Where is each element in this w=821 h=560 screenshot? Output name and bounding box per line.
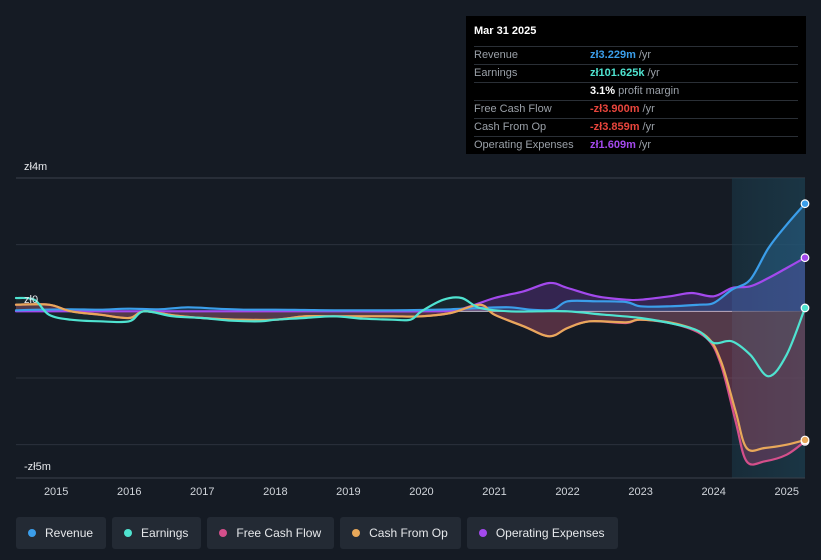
end-marker-operating-expenses xyxy=(800,253,810,263)
tooltip-row: Free Cash Flow -zł3.900m/yr xyxy=(474,101,798,119)
tooltip-row-label: Revenue xyxy=(474,49,519,61)
legend-item-revenue[interactable]: Revenue xyxy=(16,517,107,549)
highlight-band xyxy=(731,178,805,478)
legend-item-free-cash-flow[interactable]: Free Cash Flow xyxy=(207,517,335,549)
end-marker-earnings xyxy=(800,303,810,313)
area-earnings xyxy=(16,297,805,377)
legend-dot-icon xyxy=(28,529,36,537)
tooltip-panel: Mar 31 2025 Revenue zł3.229m/yr Earnings zł… xyxy=(466,16,806,154)
legend-dot-icon xyxy=(124,529,133,537)
tooltip-row: Cash From Op -zł3.859m/yr xyxy=(474,119,798,137)
area-free-cash-flow xyxy=(16,304,805,465)
tooltip-row-value: 3.1% xyxy=(590,85,616,97)
legend-label: Operating Expenses xyxy=(495,526,605,540)
end-marker-revenue xyxy=(800,199,810,209)
tooltip-row-label: Operating Expenses xyxy=(474,139,574,151)
tooltip-row: 3.1% profit margin xyxy=(474,83,798,101)
chart-plot: zł4m zł0 -zł5m 2015 2016 2017 2018 2019 2020 2… xyxy=(14,161,810,498)
x-tick-2023: 2023 xyxy=(628,486,652,498)
tooltip-row-unit: /yr xyxy=(638,49,652,61)
tooltip-row-unit: /yr xyxy=(638,139,652,151)
tooltip-row-unit: /yr xyxy=(642,121,655,133)
x-tick-2020: 2020 xyxy=(409,486,433,498)
tooltip-row-unit: /yr xyxy=(642,103,655,115)
legend-item-operating-expenses[interactable]: Operating Expenses xyxy=(466,517,618,549)
legend-label: Cash From Op xyxy=(369,526,448,540)
x-tick-2015: 2015 xyxy=(44,486,68,498)
legend-dot-icon xyxy=(478,529,487,537)
x-tick-2017: 2017 xyxy=(190,486,214,498)
area-cash-from-op xyxy=(16,304,805,451)
legend-dot-icon xyxy=(219,529,228,537)
legend-label: Earnings xyxy=(141,526,189,540)
end-marker-cash-from-op xyxy=(800,435,810,445)
line-earnings xyxy=(14,296,807,378)
x-tick-2018: 2018 xyxy=(263,486,287,498)
legend-item-earnings[interactable]: Earnings xyxy=(112,517,202,549)
area-revenue xyxy=(16,203,805,312)
tooltip-row-unit: profit margin xyxy=(618,85,680,97)
y-label-top: zł4m xyxy=(24,161,47,173)
area-operating-expenses xyxy=(16,257,805,312)
x-tick-2019: 2019 xyxy=(336,486,360,498)
x-tick-2025: 2025 xyxy=(774,486,798,498)
tooltip-row-label xyxy=(474,83,590,100)
legend-item-cash-from-op[interactable]: Cash From Op xyxy=(340,517,461,549)
tooltip-row-unit: /yr xyxy=(647,67,660,79)
tooltip-row-label: Cash From Op xyxy=(474,121,547,133)
tooltip-row-value: zł1.609m xyxy=(590,139,636,151)
legend-dot-icon xyxy=(352,529,361,537)
axis-labels: zł4m zł0 -zł5m xyxy=(24,161,51,473)
series-lines xyxy=(14,202,807,466)
tooltip-row-value: -zł3.859m xyxy=(590,121,640,133)
x-tick-2016: 2016 xyxy=(117,486,141,498)
tooltip-rows: Revenue zł3.229m/yr Earnings zł101.625k/yr 3… xyxy=(474,47,798,154)
tooltip-row-label: Earnings xyxy=(474,67,518,79)
tooltip-row-label: Free Cash Flow xyxy=(474,103,552,115)
legend-label: Free Cash Flow xyxy=(236,526,322,540)
x-tick-labels: 2015 2016 2017 2018 2019 2020 2021 2022 2023 2024… xyxy=(16,477,805,498)
y-label-bottom: -zł5m xyxy=(24,461,51,473)
tooltip-row: Revenue zł3.229m/yr xyxy=(474,47,798,65)
tooltip-row: Earnings zł101.625k/yr xyxy=(474,65,798,83)
y-label-zero: zł0 xyxy=(24,294,38,306)
tooltip-row-value: zł3.229m xyxy=(590,49,636,61)
line-free-cash-flow xyxy=(14,303,807,466)
legend-label: Revenue xyxy=(45,526,94,540)
tooltip-row: Operating Expenses zł1.609m/yr xyxy=(474,137,798,154)
x-tick-2024: 2024 xyxy=(701,486,725,498)
area-fills xyxy=(16,203,805,465)
end-markers xyxy=(800,199,810,446)
tooltip-row-value: -zł3.900m xyxy=(590,103,640,115)
tooltip-date: Mar 31 2025 xyxy=(474,24,798,47)
legend: Revenue Earnings Free Cash Flow Cash From O… xyxy=(16,517,618,549)
tooltip-row-value: zł101.625k xyxy=(590,67,645,79)
x-tick-2022: 2022 xyxy=(555,486,579,498)
x-tick-2021: 2021 xyxy=(482,486,506,498)
